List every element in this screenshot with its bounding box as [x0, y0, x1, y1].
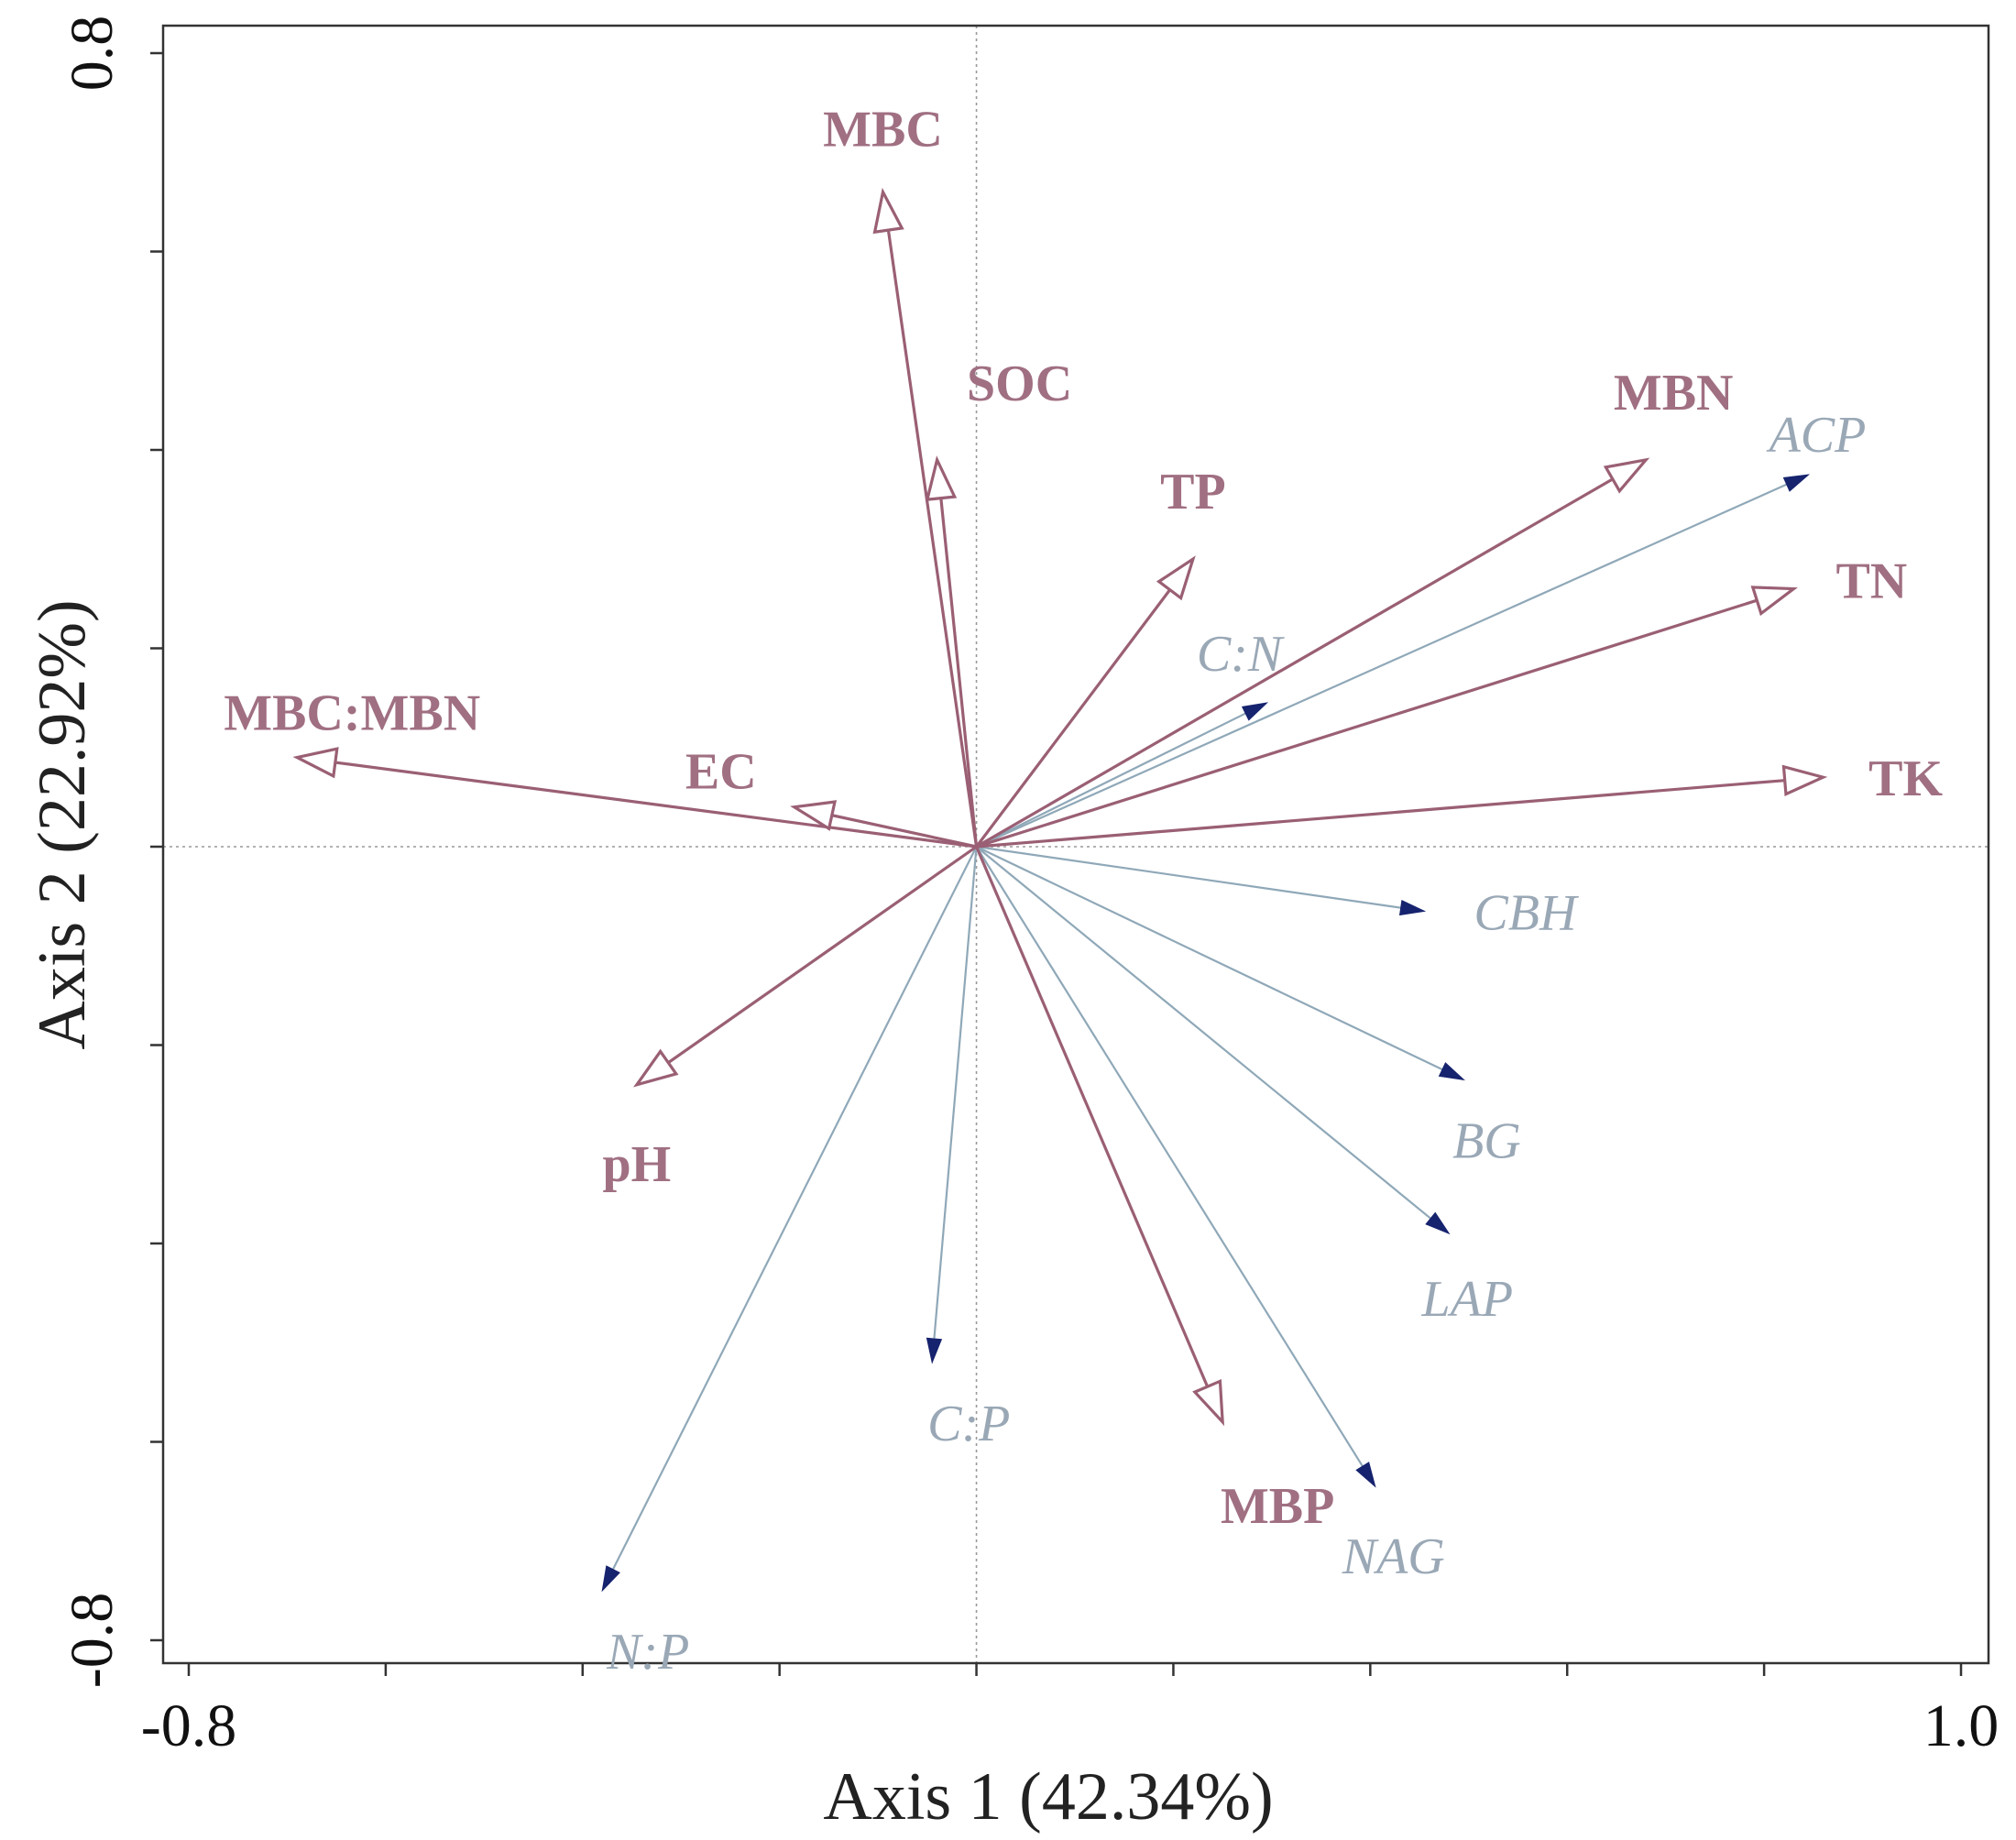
env-vector-tn [976, 598, 1758, 849]
response-label-c-p: C:P [927, 1396, 1010, 1452]
env-label-ec: EC [685, 744, 757, 801]
response-vector-c-p [933, 846, 978, 1340]
response-arrowhead-bg [1438, 1062, 1465, 1081]
env-label-mbc-mbn: MBC:MBN [224, 685, 480, 742]
env-label-tk: TK [1868, 750, 1943, 807]
env-label-mbc: MBC [823, 102, 943, 159]
response-arrowhead-acp [1782, 474, 1811, 492]
env-arrowhead-mbc [872, 187, 904, 235]
response-label-acp: ACP [1766, 407, 1867, 464]
y-axis-title: Axis 2 (22.92%) [25, 599, 100, 1049]
response-arrowhead-lap [1425, 1211, 1451, 1235]
frame-rect [161, 24, 1990, 1665]
y-tick-label: -0.8 [59, 1593, 126, 1688]
env-arrowhead-ec [790, 800, 838, 831]
env-vector-soc [939, 498, 979, 848]
env-vector-mbc [886, 229, 979, 848]
environmental-vectors [292, 187, 1828, 1427]
response-arrowhead-c-n [1241, 702, 1269, 721]
env-arrowhead-tp [1156, 555, 1196, 601]
env-vector-mbn [975, 477, 1614, 849]
env-label-soc: SOC [967, 356, 1072, 412]
plot-frame [161, 24, 1990, 1665]
response-arrowhead-n-p [601, 1565, 620, 1593]
response-vector-acp [976, 483, 1788, 849]
env-vector-tk [976, 779, 1785, 849]
response-label-n-p: N:P [606, 1624, 689, 1681]
response-vector-c-n [976, 712, 1246, 848]
env-label-mbp: MBP [1221, 1478, 1334, 1535]
response-vector-lap [975, 846, 1431, 1220]
response-label-cbh: CBH [1474, 884, 1579, 941]
response-arrowhead-c-p [926, 1337, 943, 1364]
env-vector-mbc-mbn [334, 761, 977, 849]
env-label-mbn: MBN [1614, 365, 1734, 422]
env-label-ph: pH [603, 1136, 672, 1193]
env-vector-ec [831, 814, 977, 849]
response-label-bg: BG [1452, 1112, 1521, 1169]
y-tick-label: 0.8 [59, 16, 126, 92]
env-arrowhead-ph [632, 1048, 679, 1088]
zero-lines [163, 26, 1989, 1663]
env-arrowhead-soc [925, 455, 958, 501]
env-arrowhead-tk [1781, 764, 1828, 797]
x-axis-title: Axis 1 (42.34%) [823, 1759, 1273, 1835]
response-label-lap: LAP [1421, 1271, 1514, 1328]
axis-ticks: -0.8 1.0 0.8 -0.8 [59, 16, 1999, 1759]
response-vector-n-p [611, 846, 978, 1571]
response-vector-bg [976, 846, 1443, 1071]
response-arrowhead-nag [1355, 1462, 1376, 1488]
env-vector-tp [975, 588, 1171, 848]
x-tick-label: 1.0 [1923, 1692, 2000, 1759]
response-vectors [601, 474, 1811, 1593]
response-label-c-n: C:N [1197, 626, 1285, 683]
env-arrowhead-mbp [1192, 1378, 1225, 1427]
env-arrowhead-mbc-mbn [292, 747, 339, 779]
vector-labels: ACP C:N CBH BG LAP NAG C:P N:P MBC SOC TP MBN TN TK MB… [224, 102, 1943, 1681]
response-label-nag: NAG [1342, 1528, 1445, 1585]
env-label-tp: TP [1160, 464, 1226, 520]
env-arrowhead-mbn [1603, 457, 1650, 494]
env-label-tn: TN [1835, 553, 1907, 610]
x-tick-label: -0.8 [141, 1692, 236, 1759]
env-vector-ph [667, 845, 978, 1065]
env-vector-mbp [975, 846, 1210, 1387]
response-vector-nag [975, 846, 1364, 1467]
response-arrowhead-cbh [1398, 899, 1427, 916]
env-arrowhead-tn [1750, 586, 1798, 617]
response-vector-cbh [976, 845, 1401, 909]
